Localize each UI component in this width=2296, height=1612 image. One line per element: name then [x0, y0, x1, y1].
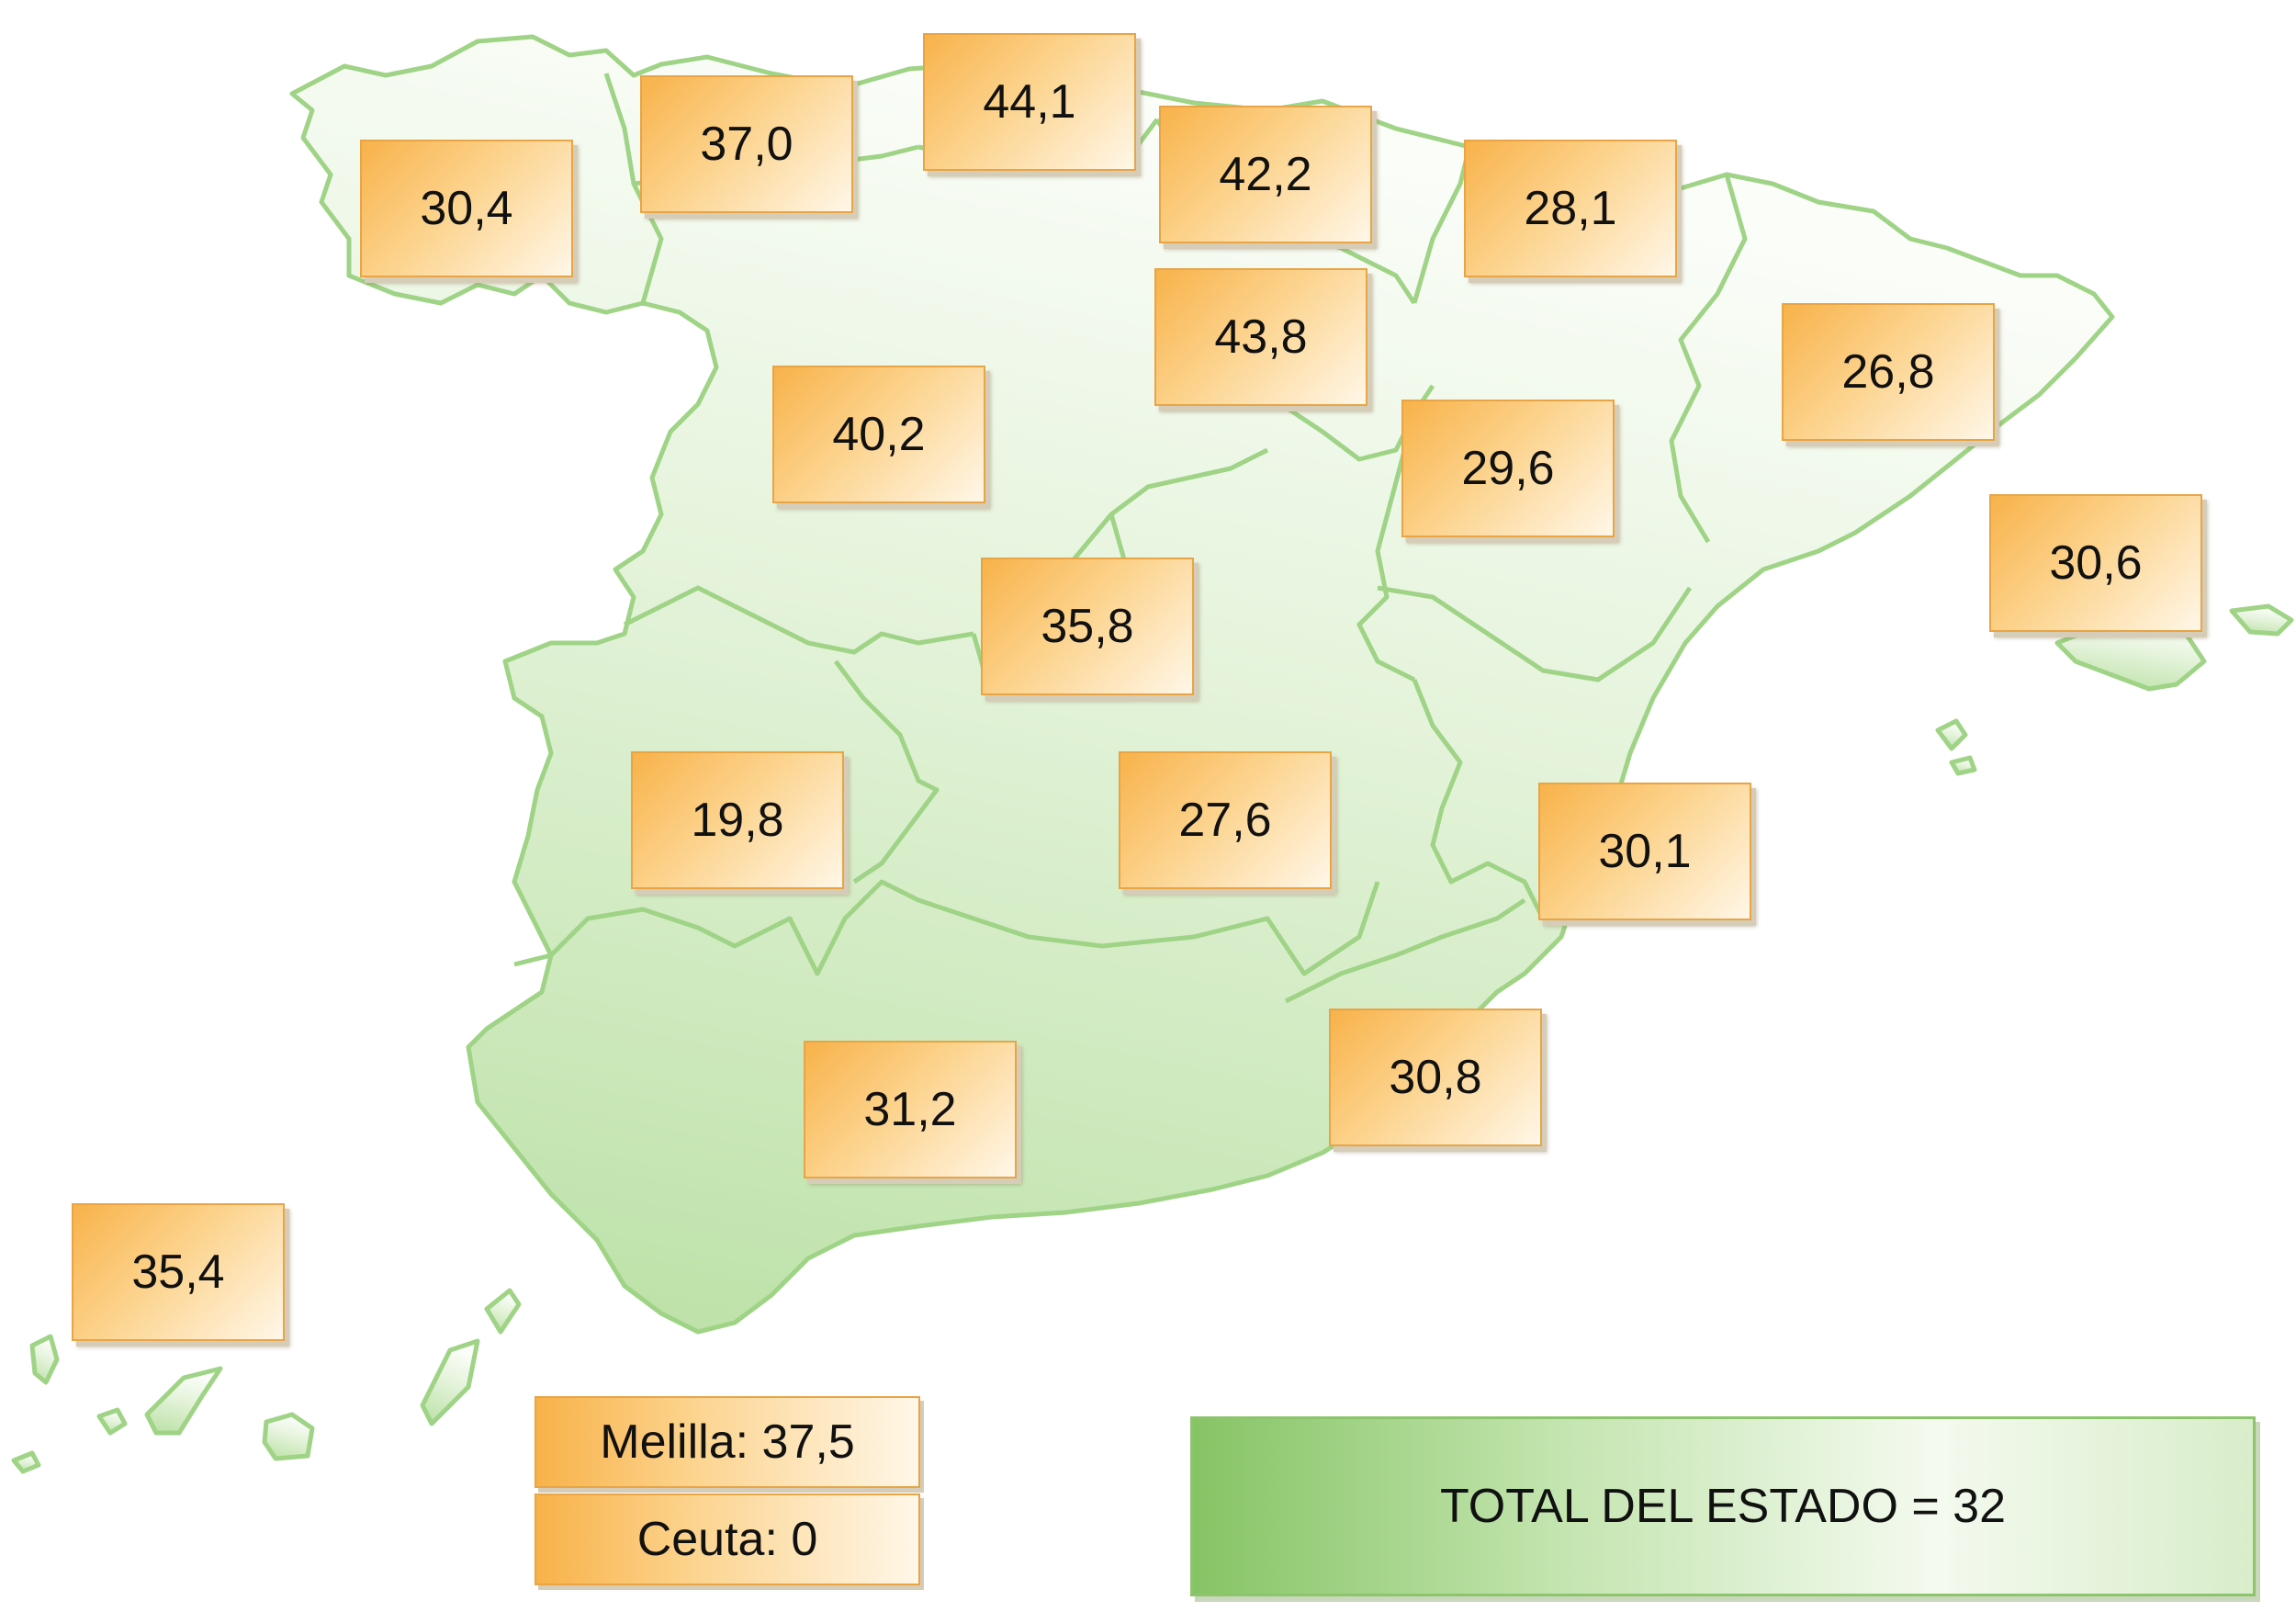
value-castilla-y-leon: 40,2 [772, 366, 985, 503]
island-formentera [1949, 755, 1977, 776]
island-tenerife [144, 1366, 223, 1436]
value-extremadura: 19,8 [631, 751, 844, 889]
border-cataluna [1669, 174, 1748, 544]
island-menorca [2229, 603, 2294, 637]
border-valencia [1412, 679, 1546, 920]
value-navarra: 28,1 [1464, 140, 1677, 277]
value-la-rioja: 43,8 [1154, 268, 1367, 406]
value-melilla: Melilla: 37,5 [535, 1396, 920, 1488]
value-cantabria: 44,1 [923, 33, 1136, 171]
value-pais-vasco: 42,2 [1159, 106, 1372, 243]
value-andalucia: 31,2 [804, 1041, 1017, 1178]
island-grancanaria [262, 1412, 315, 1461]
island-ibiza [1935, 718, 1968, 751]
island-fuerteventura [420, 1338, 480, 1426]
total-national: TOTAL DEL ESTADO = 32 [1190, 1416, 2256, 1596]
island-lapalma [29, 1334, 60, 1385]
value-madrid: 35,8 [981, 558, 1194, 695]
value-baleares: 30,6 [1989, 494, 2202, 632]
value-galicia: 30,4 [360, 140, 573, 277]
border-clm-south [513, 879, 1380, 976]
border-extremadura-east [834, 659, 940, 885]
value-ceuta: Ceuta: 0 [535, 1494, 920, 1585]
island-hierro [11, 1450, 41, 1474]
island-lanzarote [484, 1288, 522, 1335]
value-murcia: 30,8 [1329, 1009, 1542, 1146]
border-cyl-south [623, 585, 974, 655]
value-cataluna: 26,8 [1782, 303, 1995, 441]
island-gomera [96, 1407, 128, 1436]
value-asturias: 37,0 [640, 75, 853, 213]
value-castilla-la-mancha: 27,6 [1119, 751, 1332, 889]
value-aragon: 29,6 [1401, 400, 1615, 537]
value-canarias: 35,4 [72, 1203, 285, 1341]
border-aragon-west [1356, 412, 1417, 682]
value-valencia: 30,1 [1538, 783, 1751, 920]
border-aragon-south [1377, 585, 1693, 682]
border-murcia [1284, 897, 1526, 1004]
